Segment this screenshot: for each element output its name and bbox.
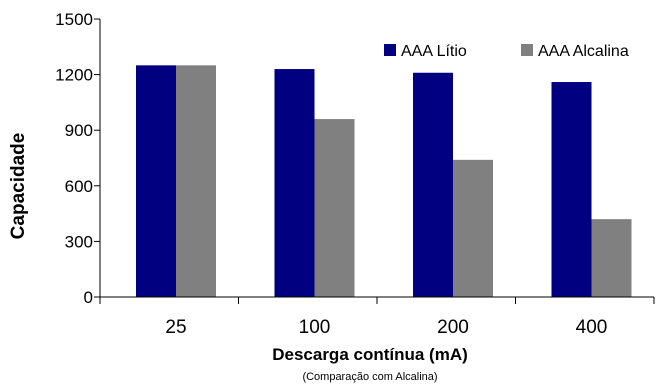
y-tick-label: 1200: [55, 66, 93, 85]
x-tick-label: 200: [437, 317, 469, 338]
y-tick-label: 0: [84, 288, 93, 307]
legend: AAA Lítio AAA Alcalina: [384, 43, 629, 60]
bar-alcalina-200: [453, 159, 493, 297]
legend-item-alcalina-swatch: [521, 44, 533, 56]
bar-litio-100: [274, 69, 315, 297]
bar-litio-400: [551, 82, 592, 297]
y-axis-title: Capacidade: [8, 133, 29, 240]
x-axis-note: (Comparação com Alcalina): [302, 371, 437, 383]
x-tick-label: 25: [165, 317, 186, 338]
y-tick-label: 300: [65, 232, 93, 251]
bar-alcalina-400: [591, 219, 632, 297]
y-tick-label: 600: [65, 177, 93, 196]
legend-item-alcalina-label: AAA Alcalina: [538, 43, 629, 60]
bar-litio-25: [136, 65, 176, 297]
x-axis-title: Descarga contínua (mA): [272, 345, 468, 364]
legend-item-litio-swatch: [384, 44, 396, 56]
legend-item-litio-label: AAA Lítio: [401, 43, 467, 60]
y-tick-labels: 0 300 600 900 1200 1500: [55, 10, 93, 307]
axes: [94, 18, 655, 304]
bars: [136, 65, 632, 297]
x-tick-label: 100: [299, 317, 331, 338]
bar-alcalina-25: [176, 65, 216, 297]
bar-alcalina-100: [314, 119, 355, 297]
y-tick-label: 900: [65, 121, 93, 140]
x-tick-label: 400: [576, 317, 608, 338]
bar-litio-200: [413, 72, 453, 297]
y-tick-label: 1500: [55, 10, 93, 29]
x-tick-labels: 25 100 200 400: [165, 317, 607, 338]
